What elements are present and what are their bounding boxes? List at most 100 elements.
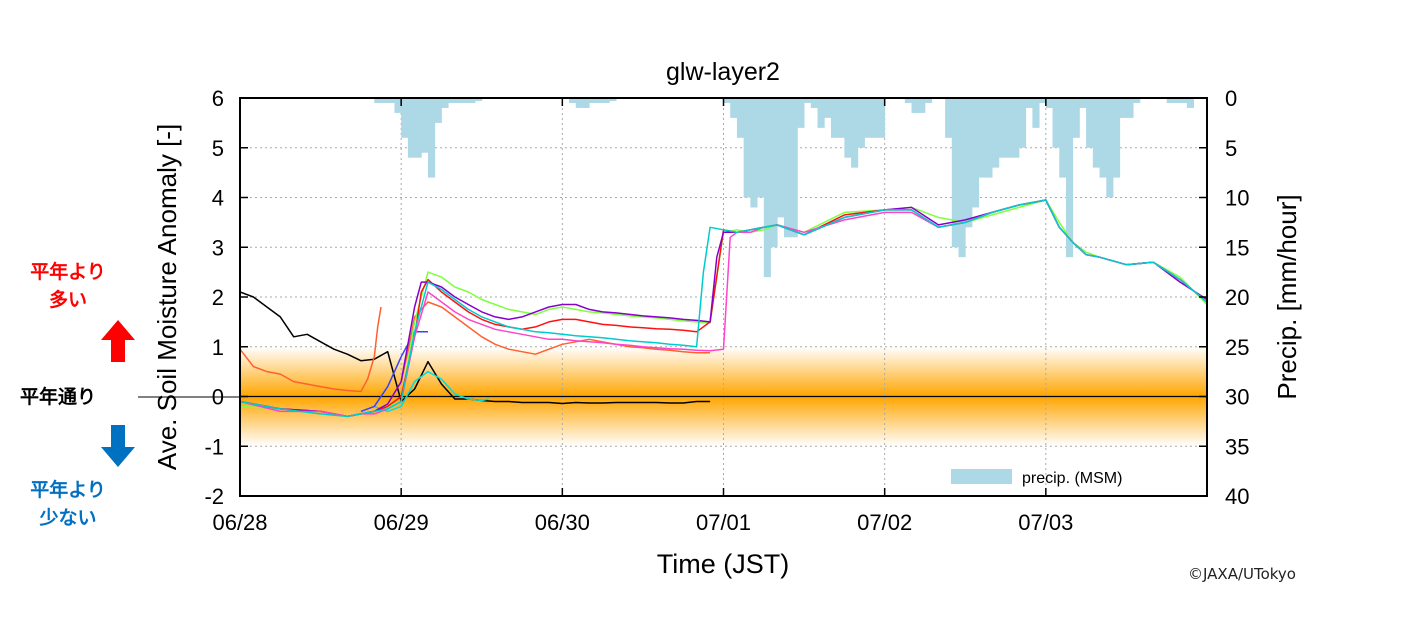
precip-bar (394, 98, 402, 113)
y2-tick-label: 15 (1225, 235, 1249, 260)
precip-bar (1166, 98, 1174, 103)
precip-bar (1133, 98, 1141, 103)
precip-bar (992, 98, 1000, 168)
precip-bar (965, 98, 973, 228)
precip-bar (1005, 98, 1013, 158)
precip-bar (1106, 98, 1114, 198)
precip-bar (441, 98, 449, 108)
normal-label: 平年通り (20, 386, 97, 408)
y-tick-label: 6 (212, 86, 224, 111)
precip-bar (871, 98, 879, 138)
precip-bar (569, 98, 577, 103)
precip-bar (602, 98, 610, 103)
precip-bar (757, 98, 765, 198)
y-tick-label: -2 (204, 484, 224, 509)
precip-bar (951, 98, 959, 248)
precip-bar (783, 98, 792, 238)
below-normal-label: 平年より 少ない (30, 479, 106, 529)
precip-bar (1119, 98, 1127, 118)
precip-bar (1072, 98, 1080, 138)
precip-bar (575, 98, 583, 108)
precip-bar (723, 98, 731, 103)
above-normal-label: 平年より 多い (30, 261, 106, 311)
precip-bar (1099, 98, 1107, 178)
up-arrow-icon (101, 320, 135, 362)
precip-bar (387, 98, 395, 103)
down-arrow-icon (101, 425, 135, 467)
precip-bar (454, 98, 463, 103)
precip-bar (1052, 98, 1060, 148)
precip-bar (790, 98, 798, 238)
series-line-5 (400, 301, 711, 382)
precip-bar (374, 98, 382, 103)
legend: precip. (MSM) (951, 469, 1122, 487)
precip-bar (945, 98, 953, 138)
precip-bar (1112, 98, 1121, 178)
precip-bar (1025, 98, 1033, 108)
y2-tick-label: 0 (1225, 86, 1237, 111)
series-line-2 (240, 306, 382, 393)
legend-label-precip: precip. (MSM) (1022, 470, 1122, 487)
x-axis-ticks: 06/28 06/29 06/30 07/01 07/02 07/03 (212, 98, 1073, 535)
y-tick-label: 4 (212, 186, 224, 211)
precip-bar (998, 98, 1006, 158)
y2-tick-label: 5 (1225, 136, 1237, 161)
precip-bar (777, 98, 785, 218)
precip-bar (468, 98, 476, 103)
precip-bar (1018, 98, 1027, 148)
series-lines (240, 199, 1207, 418)
precip-bar (1065, 98, 1074, 258)
precip-bar (730, 98, 738, 118)
x-tick-label: 07/03 (1018, 510, 1073, 535)
y2-tick-label: 10 (1225, 186, 1249, 211)
y-tick-label: 5 (212, 136, 224, 161)
precip-bar (1012, 98, 1020, 158)
chart-title: glw-layer2 (666, 58, 780, 86)
precip-bar (911, 98, 919, 113)
precip-bar (1173, 98, 1181, 103)
precip-bar (978, 98, 986, 178)
precip-bar (609, 98, 617, 101)
series-line-3 (374, 370, 489, 413)
precip-bar (1186, 98, 1194, 108)
precip-bar (582, 98, 590, 108)
precip-bar (736, 98, 745, 138)
y2-tick-label: 35 (1225, 434, 1249, 459)
precip-bar (381, 98, 389, 103)
precip-bar (971, 98, 980, 208)
precip-bar (1032, 98, 1040, 128)
y-tick-label: 2 (212, 285, 224, 310)
precip-bar (589, 98, 597, 103)
y2-tick-label: 25 (1225, 335, 1249, 360)
copyright-text: ©JAXA/UTokyo (1188, 565, 1296, 583)
precip-bar (401, 98, 409, 138)
precip-bar (864, 98, 872, 138)
y2-axis-ticks: 0 5 10 15 20 25 30 35 40 (1225, 86, 1249, 509)
precip-bar (770, 98, 778, 248)
y-tick-label: 1 (212, 335, 224, 360)
legend-swatch-precip (951, 469, 1012, 484)
precip-bar (414, 98, 422, 158)
y2-tick-label: 20 (1225, 285, 1249, 310)
x-tick-label: 07/01 (696, 510, 751, 535)
precip-bar (1092, 98, 1100, 168)
precip-bar (1039, 98, 1047, 103)
precip-bar (1045, 98, 1053, 108)
x-tick-label: 06/29 (374, 510, 429, 535)
precip-bar (1079, 98, 1087, 108)
y2-axis-label: Precip. [mm/hour] (1272, 194, 1302, 399)
precip-bar (461, 98, 469, 103)
precip-bar (817, 98, 825, 128)
precip-bar (434, 98, 442, 123)
precip-bar (763, 98, 771, 278)
precip-bar (475, 98, 483, 101)
precip-bar (857, 98, 865, 148)
precip-bar (830, 98, 839, 138)
precip-bar (824, 98, 832, 118)
precip-bar (804, 98, 812, 103)
precip-bar (797, 98, 805, 128)
precip-bar (750, 98, 758, 208)
precip-bar (877, 98, 886, 138)
